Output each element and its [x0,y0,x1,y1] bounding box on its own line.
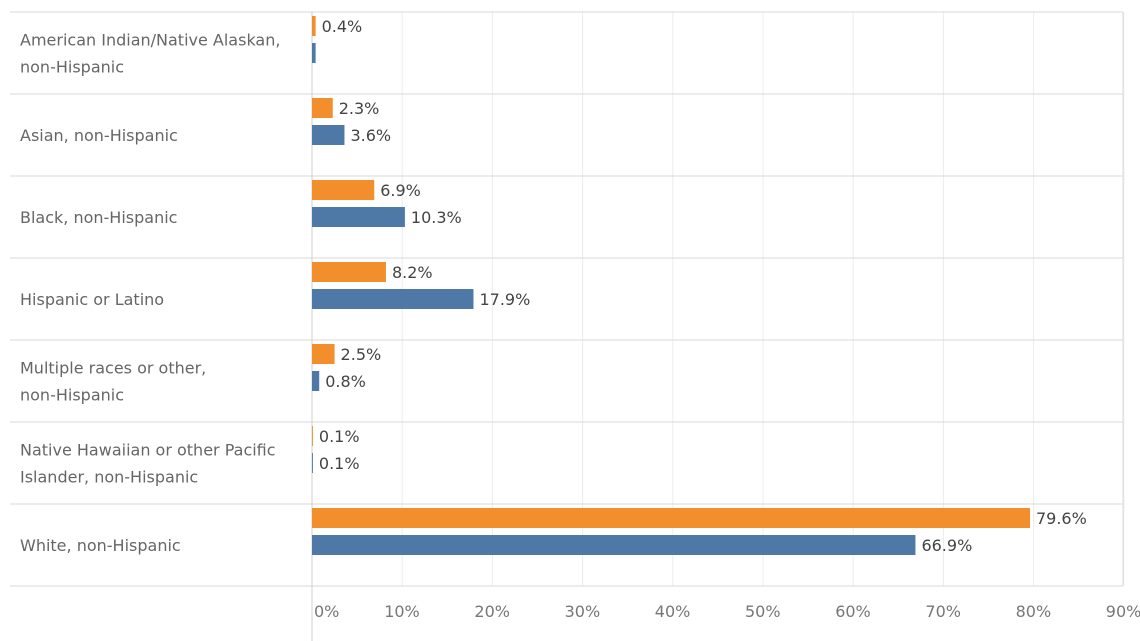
chart-rows: American Indian/Native Alaskan, non-Hispa… [20,31,280,556]
category-label-line: non-Hispanic [20,386,124,405]
x-tick-label: 70% [925,602,961,621]
category-label-line: Multiple races or other, [20,359,206,378]
data-label: 66.9% [921,536,972,555]
x-tick-label: 30% [565,602,601,621]
x-tick-label: 50% [745,602,781,621]
category-label-line: American Indian/Native Alaskan, [20,31,280,50]
data-label: 3.6% [350,126,391,145]
bar-series-blue [312,371,320,391]
bar-series-orange [312,508,1030,528]
category-label: Multiple races or other, non-Hispanic [20,359,206,405]
category-label: Black, non-Hispanic [20,208,177,227]
category-label-line: White, non-Hispanic [20,536,181,555]
data-label: 8.2% [392,263,433,282]
x-tick-label: 40% [655,602,691,621]
category-label-line: Native Hawaiian or other Pacific [20,441,276,460]
data-label: 0.1% [319,427,360,446]
chart-grid [10,11,1125,641]
category-label-line: Hispanic or Latino [20,290,164,309]
data-label: 79.6% [1036,509,1087,528]
data-label: 10.3% [411,208,462,227]
bar-series-blue [312,535,916,555]
bar-series-blue [312,289,474,309]
x-tick-label: 0% [314,602,339,621]
category-label-line: Black, non-Hispanic [20,208,177,227]
category-label: Asian, non-Hispanic [20,126,178,145]
category-label: Native Hawaiian or other Pacific Islander… [20,441,276,487]
bar-series-blue [312,43,316,63]
data-label: 2.5% [341,345,382,364]
category-label: Hispanic or Latino [20,290,164,309]
x-tick-label: 60% [835,602,871,621]
data-label: 17.9% [479,290,530,309]
category-label: American Indian/Native Alaskan, non-Hispa… [20,31,280,77]
bar-series-orange [312,344,335,364]
data-label: 0.4% [322,17,363,36]
bar-series-orange [312,98,333,118]
x-tick-label: 90% [1106,602,1140,621]
bar-series-orange [312,16,316,36]
x-tick-label: 10% [384,602,420,621]
data-label: 0.8% [325,372,366,391]
category-label-line: Islander, non-Hispanic [20,468,198,487]
bar-series-orange [312,426,313,446]
bar-series-blue [312,125,345,145]
data-label: 6.9% [380,181,421,200]
x-tick-label: 80% [1016,602,1052,621]
x-axis: 0% 10% 20% 30% 40% 50% 60% 70% 80% 90% [314,602,1140,621]
data-label: 2.3% [339,99,380,118]
bar-series-orange [312,180,375,200]
chart-bars: 0.4% 2.3% 6.9% 8.2% 2.5% 0.1% 79.6% 3.6% 10.3% 17… [312,16,1087,555]
bar-series-blue [312,453,313,473]
x-tick-label: 20% [474,602,510,621]
bar-series-blue [312,207,405,227]
category-label-line: Asian, non-Hispanic [20,126,178,145]
category-label: White, non-Hispanic [20,536,181,555]
data-label: 0.1% [319,454,360,473]
category-label-line: non-Hispanic [20,58,124,77]
bar-series-orange [312,262,386,282]
